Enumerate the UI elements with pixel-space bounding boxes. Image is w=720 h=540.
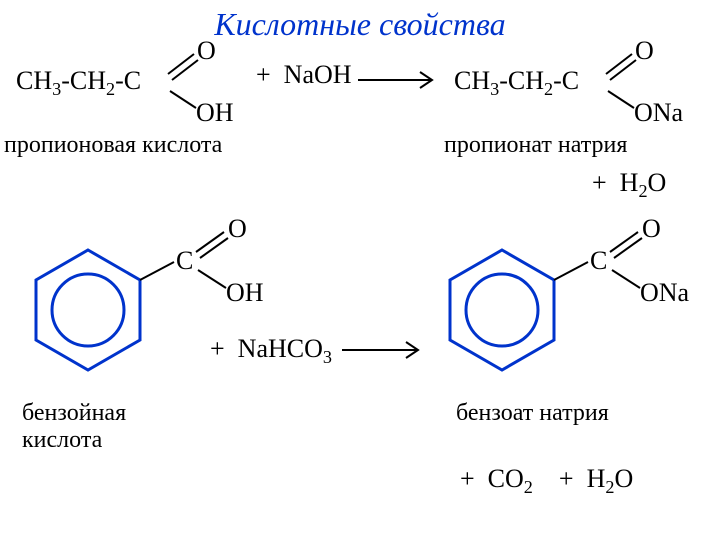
r2-product-ONa: ONa (640, 278, 689, 308)
r2-h: H (587, 464, 606, 493)
r2-label-left: бензойная кислота (22, 400, 126, 454)
r2-ll1: бензойная (22, 400, 126, 426)
r2-co: CO (488, 464, 524, 493)
r2-byproducts: + CO2 + H2O (460, 464, 633, 498)
r2-label-right: бензоат натрия (456, 400, 609, 427)
r2-ll2: кислота (22, 427, 102, 453)
r2-o: O (614, 464, 633, 493)
r2-bp-plus2: + (559, 464, 574, 493)
r2-product-ona-bond (0, 0, 720, 540)
r2p-ona-text: ONa (640, 278, 689, 307)
r2-bp-plus1: + (460, 464, 475, 493)
r2-lr: бензоат натрия (456, 400, 609, 426)
